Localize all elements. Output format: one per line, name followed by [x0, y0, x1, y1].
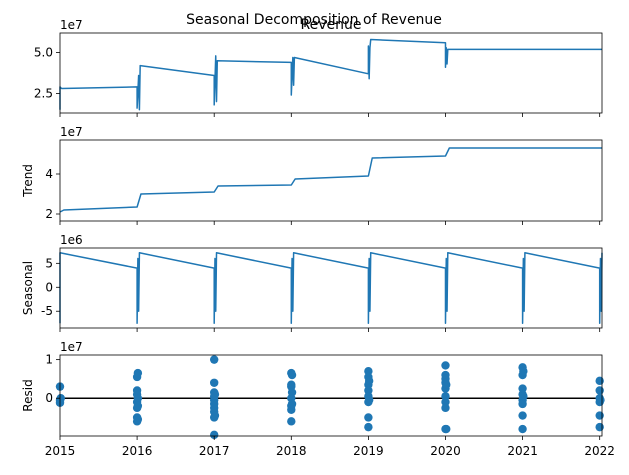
y-axis-label: Seasonal — [21, 261, 35, 315]
residual-point — [56, 394, 65, 403]
offset-label: 1e7 — [60, 340, 83, 354]
residual-point — [209, 430, 219, 440]
seasonal-line — [59, 252, 603, 324]
x-tick-label: 2022 — [584, 444, 615, 458]
offset-label: 1e7 — [60, 18, 83, 32]
residual-point — [133, 368, 143, 378]
residual-point — [364, 386, 373, 395]
panel-residual: 0 1 2015 2016 2017 2018 2019 2020 2021 2022 1e7 Res… — [21, 340, 615, 458]
x-tick-label: 2020 — [430, 444, 461, 458]
residual-point — [595, 376, 604, 386]
x-tick-label: 2019 — [353, 444, 384, 458]
y-tick-label: 2 — [45, 207, 53, 221]
residual-point — [133, 394, 143, 403]
residual-point — [596, 395, 605, 405]
y-axis-label: Trend — [21, 164, 35, 198]
residual-point — [287, 417, 296, 426]
residual-point — [518, 424, 527, 434]
panel-observed: 2.5 5.0 1e7 Revenue — [34, 17, 603, 117]
residual-point — [209, 378, 219, 387]
residual-point — [441, 397, 450, 407]
residual-point — [442, 380, 451, 389]
panel-title: Revenue — [301, 17, 362, 33]
y-tick-label: 0 — [45, 280, 53, 294]
x-tick-label: 2021 — [507, 444, 538, 458]
x-tick-label: 2018 — [276, 444, 307, 458]
residual-point — [209, 355, 219, 364]
residual-point — [287, 399, 297, 409]
x-tick-label: 2016 — [122, 444, 153, 458]
residual-point — [133, 415, 143, 424]
y-tick-label: 2.5 — [34, 86, 53, 100]
residual-point — [287, 388, 297, 397]
residual-point — [364, 413, 373, 422]
residual-point — [441, 392, 450, 401]
y-tick-label: 1 — [45, 353, 53, 367]
residual-point — [364, 376, 374, 386]
y-tick-label: 5 — [45, 256, 53, 270]
residual-point — [133, 401, 143, 411]
axes-frame — [59, 32, 603, 114]
y-tick-label: 5.0 — [34, 46, 53, 60]
residual-point — [441, 403, 450, 413]
offset-label: 1e6 — [60, 233, 83, 247]
panel-trend: 2 4 1e7 Trend — [21, 125, 603, 225]
residual-point — [519, 367, 528, 376]
residual-point — [595, 411, 604, 420]
x-tick-label: 2015 — [45, 444, 76, 458]
residual-point — [442, 424, 451, 434]
residual-point — [441, 361, 450, 370]
axes-frame — [59, 247, 603, 329]
y-axis-label: Resid — [21, 379, 35, 411]
residual-point — [595, 386, 604, 395]
residual-point — [364, 422, 373, 432]
residual-point — [210, 411, 220, 420]
residual-point — [518, 384, 527, 393]
residual-point — [518, 399, 527, 409]
observed-line — [59, 38, 602, 111]
residual-point — [364, 367, 373, 376]
figure-suptitle: Seasonal Decomposition of Revenue — [186, 12, 442, 28]
y-tick-label: -5 — [41, 304, 53, 318]
trend-line — [59, 147, 602, 213]
axes-frame — [59, 354, 603, 437]
y-tick-label: 4 — [45, 167, 53, 181]
residual-point — [287, 370, 297, 380]
residual-point — [210, 390, 220, 399]
offset-label: 1e7 — [60, 125, 83, 139]
y-tick-label: 0 — [45, 391, 53, 405]
residual-point — [364, 395, 374, 405]
x-tick-label: 2017 — [199, 444, 230, 458]
residual-point — [518, 411, 527, 420]
axes-frame — [59, 139, 603, 222]
panel-seasonal: -5 0 5 1e6 Seasonal — [21, 233, 603, 332]
residual-point — [519, 392, 528, 401]
residual-point — [595, 422, 604, 432]
